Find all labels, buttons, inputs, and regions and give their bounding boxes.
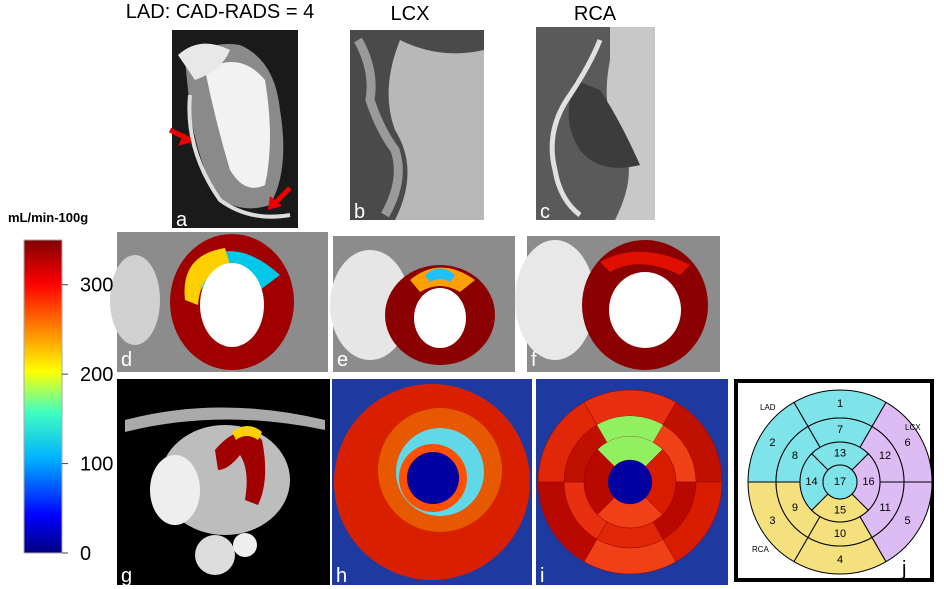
segment-label: 4 xyxy=(837,554,843,566)
panel-letter: g xyxy=(121,565,132,587)
panel-e-image xyxy=(330,236,515,372)
colorbar-label: mL/min-100g xyxy=(8,210,88,225)
segment-label: 16 xyxy=(862,476,874,488)
colorbar-tick-label: 0 xyxy=(80,543,91,565)
panel-b-image xyxy=(350,30,484,220)
segment-label: 6 xyxy=(904,437,910,449)
panel-h-image xyxy=(332,379,532,585)
segment-label: 8 xyxy=(792,450,798,462)
title: LAD: CAD-RADS = 4 xyxy=(126,1,314,23)
segment-label: 11 xyxy=(879,502,890,514)
segment-label: 17 xyxy=(834,476,846,488)
title: RCA xyxy=(574,3,617,25)
bullseye-segment xyxy=(822,464,858,500)
lumen xyxy=(608,460,652,504)
segment-label: 2 xyxy=(769,437,775,449)
panel-letter: j xyxy=(901,558,906,580)
territory-label: LAD xyxy=(760,403,776,412)
colorbar-tick-label: 300 xyxy=(80,275,113,297)
colorbar xyxy=(23,239,63,554)
colorbar-tick-label: 100 xyxy=(80,454,113,476)
segment-label: 5 xyxy=(904,515,910,527)
segment-label: 15 xyxy=(834,504,846,516)
panel-letter: f xyxy=(531,349,537,371)
panel-letter: e xyxy=(337,349,348,371)
panel-letter: d xyxy=(121,349,132,371)
segment-label: 1 xyxy=(837,398,843,410)
panel-letter: c xyxy=(540,201,550,223)
segment-label: 3 xyxy=(769,515,775,527)
panel-letter: b xyxy=(354,201,365,223)
panel-letter: h xyxy=(336,565,347,587)
segment-label: 7 xyxy=(837,424,843,436)
panel-letter: i xyxy=(540,565,544,587)
panel-a-image xyxy=(168,30,298,228)
segment-label: 12 xyxy=(879,450,891,462)
territory-label: LCX xyxy=(905,423,921,432)
title: LCX xyxy=(391,3,430,25)
territory-label: RCA xyxy=(752,545,770,554)
colorbar-tick-label: 200 xyxy=(80,364,113,386)
panel-d-image xyxy=(110,232,328,372)
segment-label: 9 xyxy=(792,502,798,514)
perfusion-segment xyxy=(597,415,663,443)
segment-label: 14 xyxy=(805,476,817,488)
panel-i-image xyxy=(536,379,728,585)
panel-f-image xyxy=(515,236,720,372)
segment-label: 10 xyxy=(834,528,846,540)
panel-letter: a xyxy=(176,209,188,231)
segment-label: 13 xyxy=(834,447,846,459)
panel-g-image xyxy=(117,379,330,585)
panel-c-image xyxy=(536,27,655,220)
